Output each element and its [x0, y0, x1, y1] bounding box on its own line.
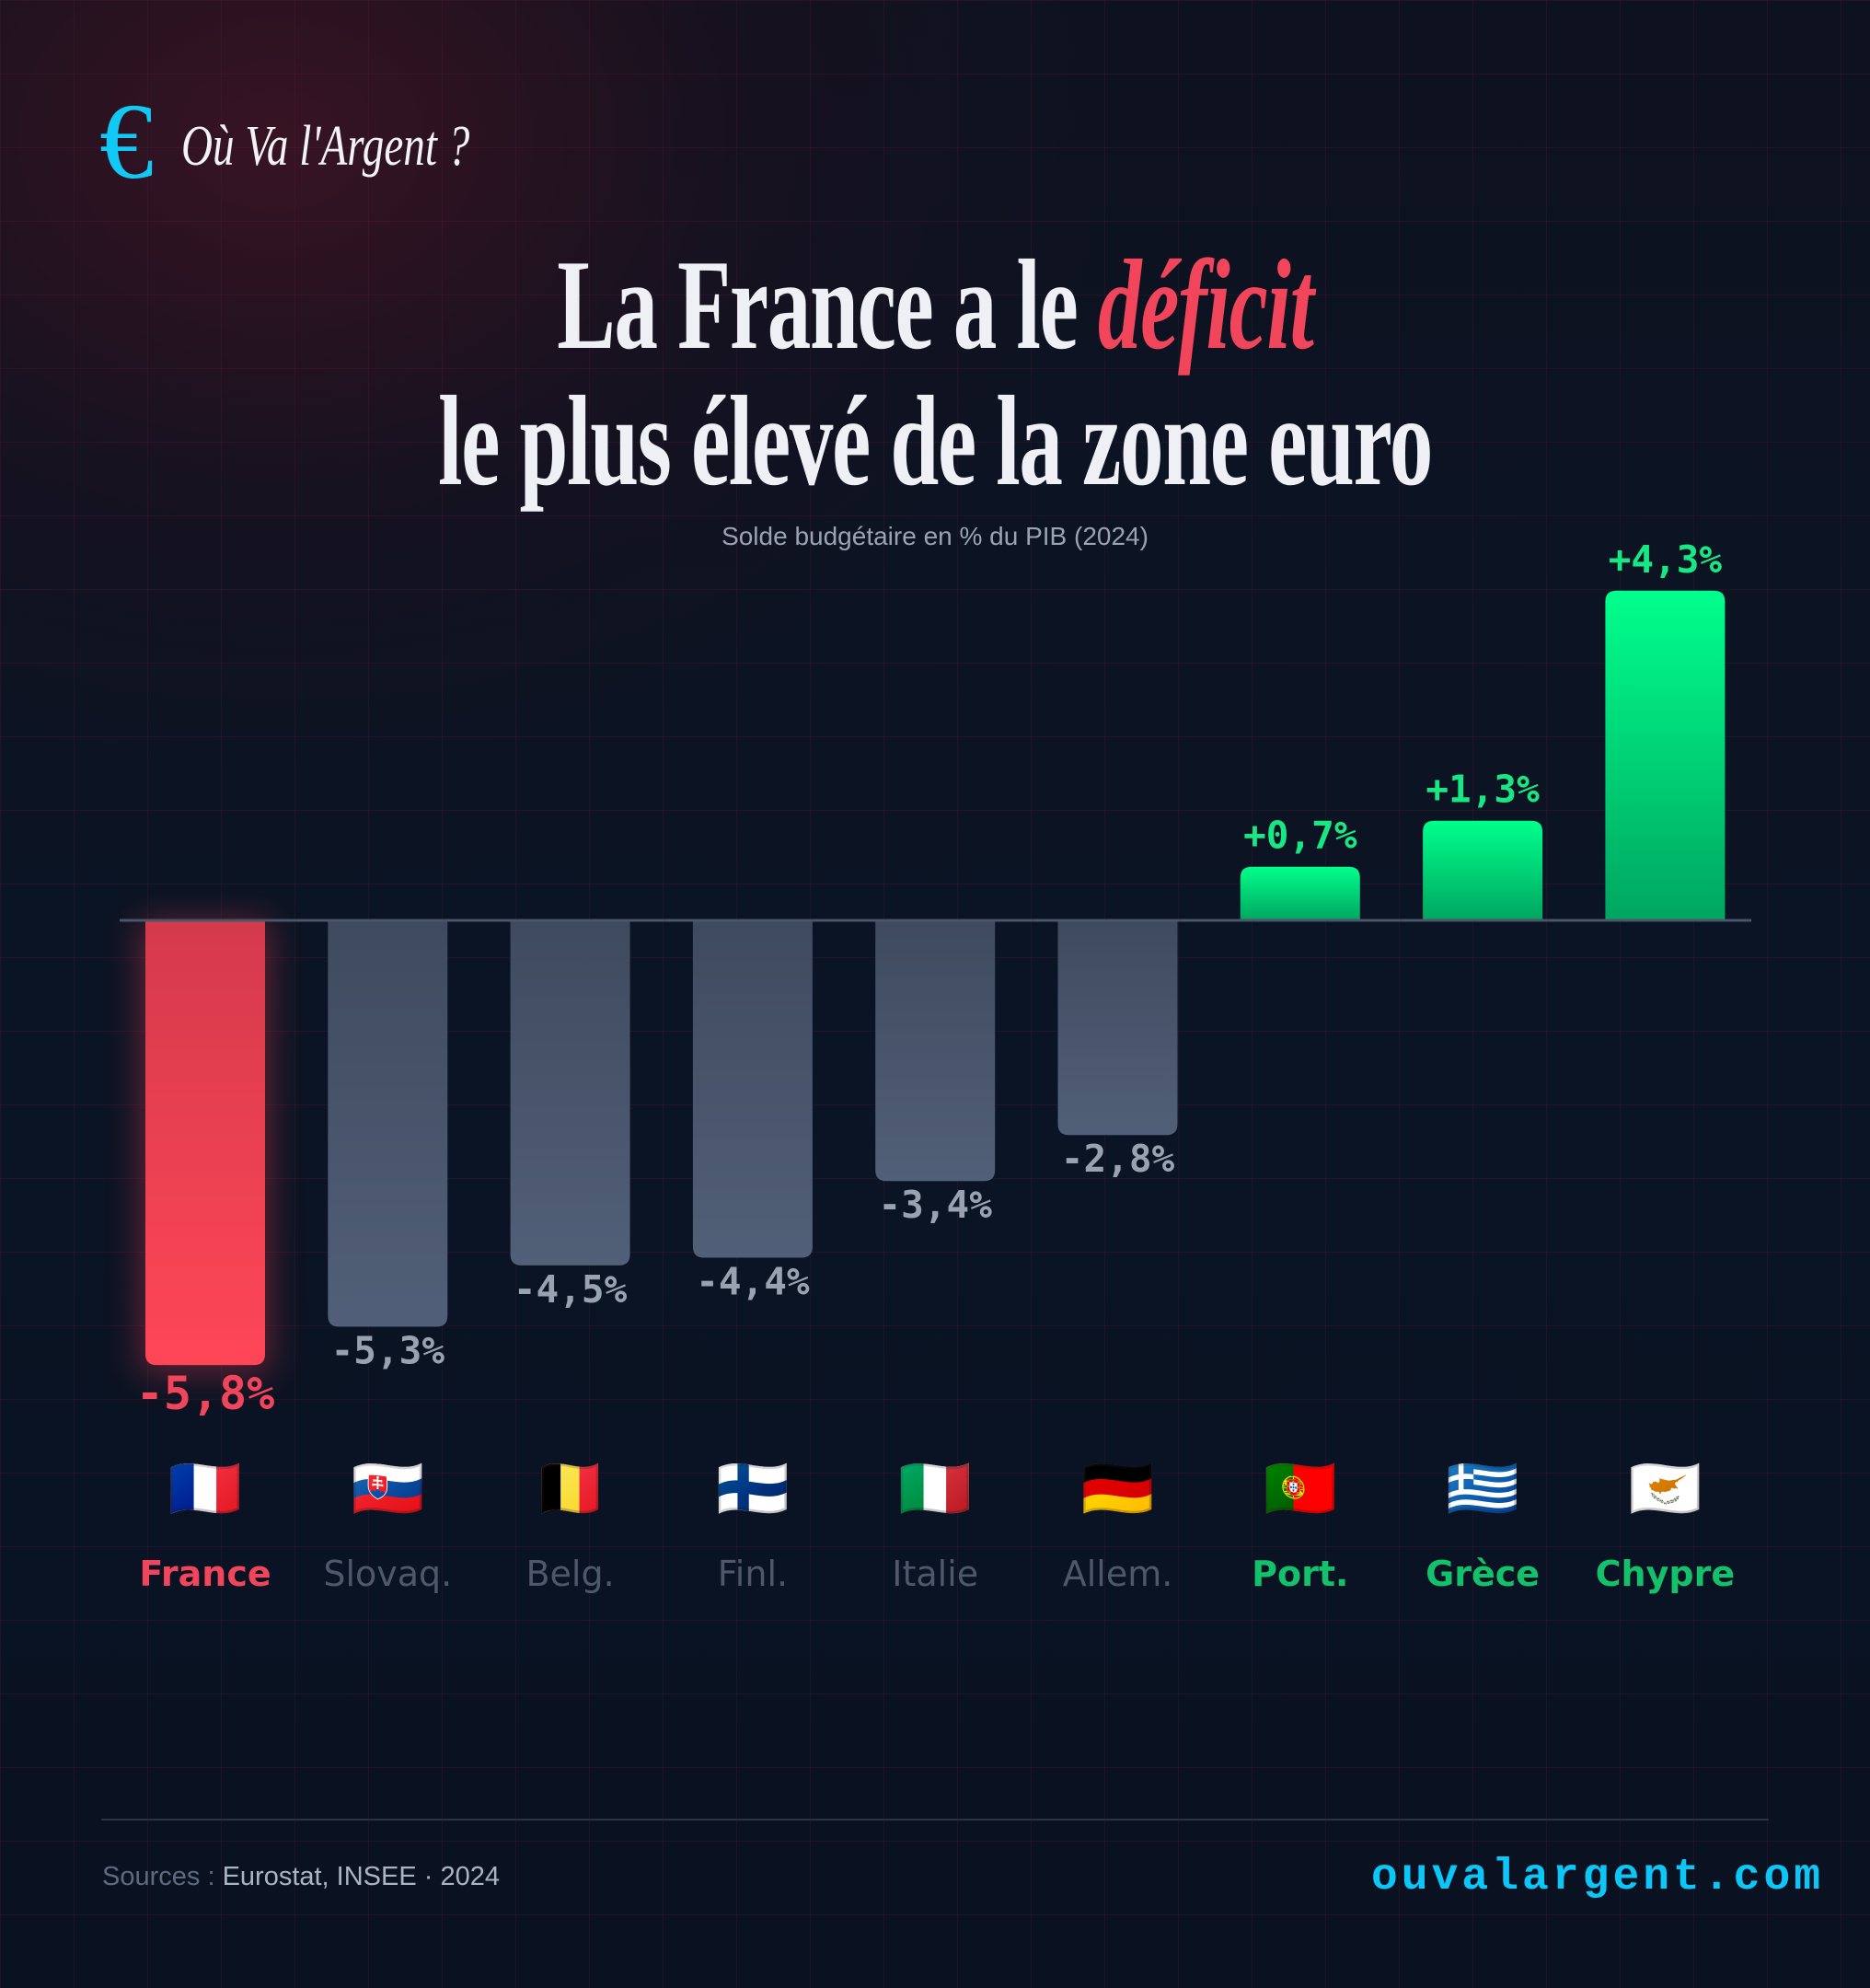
category-label: Finl.	[718, 1554, 788, 1594]
value-label: +0,7%	[1243, 814, 1357, 858]
brand-name: Où Va l'Argent ?	[181, 115, 470, 178]
bar-italie	[875, 920, 996, 1182]
category-label: Grèce	[1426, 1554, 1540, 1594]
bar-finl	[692, 920, 813, 1258]
title-accent-word: déficit	[1098, 234, 1314, 376]
value-label: -4,5%	[514, 1267, 628, 1312]
sources-label: Sources :	[102, 1862, 223, 1891]
euro-icon: €	[99, 81, 154, 202]
category-label: Italie	[892, 1554, 978, 1594]
category-label: Chypre	[1596, 1554, 1735, 1594]
flag-icon: 🇵🇹	[1264, 1455, 1337, 1521]
category-label: Allem.	[1063, 1554, 1173, 1594]
bar-belg	[510, 920, 630, 1266]
flag-icon: 🇧🇪	[534, 1455, 607, 1521]
value-label: +1,3%	[1426, 768, 1540, 812]
website-link[interactable]: ouvalargent.com	[1371, 1853, 1825, 1902]
category-label: Port.	[1252, 1554, 1348, 1594]
value-label: -5,3%	[331, 1328, 445, 1372]
flag-icon: 🇮🇹	[898, 1455, 972, 1521]
flag-icon: 🇫🇷	[168, 1455, 242, 1521]
flag-icon: 🇩🇪	[1081, 1455, 1155, 1521]
category-label: Belg.	[525, 1554, 614, 1594]
bar-port	[1240, 866, 1360, 920]
footer-divider	[101, 1819, 1769, 1820]
flag-icon: 🇫🇮	[716, 1455, 790, 1521]
title-prefix: La France a le	[557, 234, 1099, 376]
value-label: -4,4%	[696, 1260, 810, 1304]
category-label: France	[139, 1554, 271, 1594]
bar-grèce	[1423, 820, 1543, 920]
sources-text: Sources : Eurostat, INSEE · 2024	[102, 1862, 500, 1892]
bar-france	[145, 920, 265, 1366]
value-label: -2,8%	[1061, 1137, 1175, 1181]
page-title-line-2: le plus élevé de la zone euro	[0, 377, 1870, 506]
flag-icon: 🇬🇷	[1446, 1455, 1519, 1521]
value-label: -3,4%	[878, 1183, 992, 1227]
flag-icon: 🇨🇾	[1629, 1455, 1703, 1521]
flag-icon: 🇸🇰	[351, 1455, 424, 1521]
bar-chypre	[1605, 590, 1726, 920]
bar-allem	[1057, 920, 1178, 1136]
bar-slovaq	[328, 920, 448, 1327]
category-label: Slovaq.	[323, 1554, 452, 1594]
title-line-2-text: le plus élevé de la zone euro	[438, 370, 1433, 513]
value-label: -5,8%	[136, 1367, 275, 1420]
chart-subtitle: Solde budgétaire en % du PIB (2024)	[721, 522, 1149, 550]
page-title-line-1: La France a le déficit	[0, 241, 1870, 370]
value-label: +4,3%	[1609, 537, 1723, 582]
sources-value: Eurostat, INSEE · 2024	[222, 1862, 500, 1891]
